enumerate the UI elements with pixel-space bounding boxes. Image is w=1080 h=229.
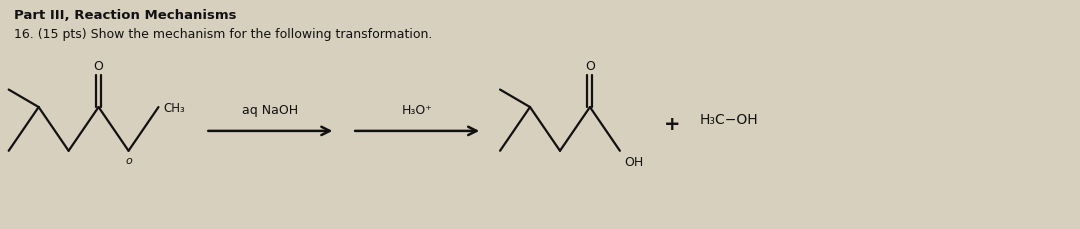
Text: Part III, Reaction Mechanisms: Part III, Reaction Mechanisms	[14, 9, 237, 22]
Text: O: O	[585, 60, 595, 73]
Text: O: O	[94, 60, 104, 73]
Text: H₃C−OH: H₃C−OH	[700, 112, 758, 126]
Text: o: o	[125, 155, 132, 165]
Text: 16. (15 pts) Show the mechanism for the following transformation.: 16. (15 pts) Show the mechanism for the …	[14, 27, 432, 40]
Text: OH: OH	[624, 155, 644, 168]
Text: H₃O⁺: H₃O⁺	[402, 104, 433, 117]
Text: +: +	[663, 115, 680, 134]
Text: aq NaOH: aq NaOH	[242, 104, 298, 117]
Text: CH₃: CH₃	[163, 101, 186, 114]
